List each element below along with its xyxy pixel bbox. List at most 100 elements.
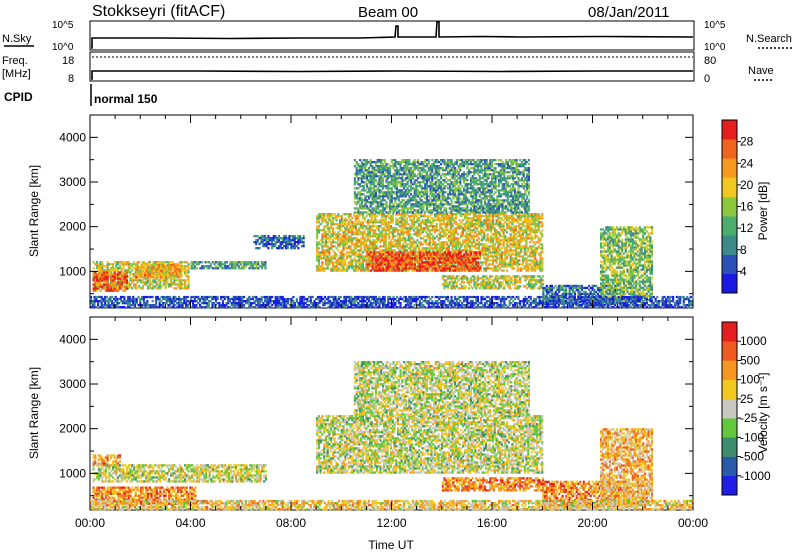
power-cell: [449, 225, 452, 228]
power-cell: [454, 265, 457, 268]
power-cell: [442, 233, 445, 236]
power-cell: [371, 265, 374, 268]
power-cell: [388, 227, 391, 230]
power-cell: [392, 167, 395, 170]
power-cell: [177, 264, 180, 267]
power-cell: [442, 219, 445, 222]
power-cell: [365, 245, 368, 248]
power-cell: [211, 261, 214, 264]
power-cell: [316, 231, 319, 234]
power-cell: [363, 257, 366, 260]
power-cell: [342, 245, 345, 248]
power-cell: [495, 213, 498, 216]
power-cell: [447, 259, 450, 262]
power-cell: [462, 239, 465, 242]
power-cell: [399, 263, 402, 266]
power-cell: [366, 211, 369, 214]
power-cell: [165, 266, 168, 269]
power-cell: [486, 245, 489, 248]
power-cell: [534, 253, 537, 256]
power-cell: [443, 257, 446, 260]
power-cell: [177, 266, 180, 269]
power-cell: [264, 261, 267, 264]
power-cell: [541, 215, 544, 218]
power-cell: [464, 259, 467, 262]
power-cell: [361, 217, 364, 220]
power-cell: [532, 253, 535, 256]
power-cell: [488, 249, 491, 252]
power-cell: [525, 215, 528, 218]
power-cell: [383, 165, 386, 168]
power-cell: [488, 267, 491, 270]
power-cell: [384, 241, 387, 244]
power-cell: [520, 239, 523, 242]
power-cell: [410, 193, 413, 196]
power-cell: [360, 261, 363, 264]
power-cell: [458, 225, 461, 228]
power-cell: [461, 261, 464, 264]
power-cell: [399, 255, 402, 258]
power-cell: [419, 265, 422, 268]
power-cell: [190, 267, 193, 270]
power-cell: [401, 255, 404, 258]
power-cell: [359, 199, 362, 202]
power-cell: [457, 251, 460, 254]
power-cell: [361, 261, 364, 264]
power-cell: [504, 235, 507, 238]
power-cell: [398, 243, 401, 246]
power-cell: [323, 235, 326, 238]
power-cell: [383, 173, 386, 176]
power-cell: [384, 249, 387, 252]
power-cell: [326, 233, 329, 236]
power-cell: [180, 275, 183, 278]
power-cell: [492, 237, 495, 240]
power-cell: [468, 269, 471, 272]
power-cell: [485, 215, 488, 218]
power-cell: [276, 237, 279, 240]
power-cell: [122, 283, 125, 286]
power-cell: [408, 163, 411, 166]
power-cell: [170, 272, 173, 275]
power-cell: [274, 235, 277, 238]
power-cell: [404, 195, 407, 198]
power-cell: [274, 241, 277, 244]
power-cell: [185, 273, 188, 276]
power-cell: [356, 213, 359, 216]
power-cell: [465, 233, 468, 236]
power-cell: [385, 191, 388, 194]
power-cell: [389, 195, 392, 198]
power-cell: [409, 225, 412, 228]
power-cell: [534, 233, 537, 236]
power-cell: [285, 237, 288, 240]
power-cell: [187, 281, 190, 284]
power-cell: [534, 223, 537, 226]
power-cell: [340, 215, 343, 218]
power-cell: [162, 261, 165, 264]
power-cell: [378, 171, 381, 174]
power-cell: [451, 253, 454, 256]
power-cell: [367, 187, 370, 190]
power-cell: [371, 177, 374, 180]
power-cell: [400, 247, 403, 250]
power-cell: [387, 175, 390, 178]
power-cell: [388, 221, 391, 224]
power-cell: [492, 225, 495, 228]
power-cell: [439, 249, 442, 252]
power-cell: [274, 243, 277, 246]
power-cell: [356, 241, 359, 244]
power-cell: [321, 245, 324, 248]
power-cell: [295, 245, 298, 248]
power-cell: [108, 289, 111, 292]
power-cell: [369, 259, 372, 262]
power-cell: [209, 263, 212, 266]
power-cell: [448, 231, 451, 234]
power-cell: [342, 257, 345, 260]
power-cell: [395, 221, 398, 224]
power-cell: [392, 261, 395, 264]
power-cell: [472, 237, 475, 240]
power-cell: [504, 237, 507, 240]
power-cell: [391, 255, 394, 258]
power-cell: [354, 267, 357, 270]
power-cell: [455, 223, 458, 226]
power-cell: [534, 235, 537, 238]
